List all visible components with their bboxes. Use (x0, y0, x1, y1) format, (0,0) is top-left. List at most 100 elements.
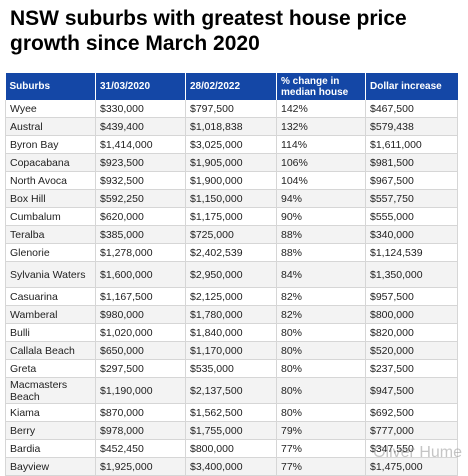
suburb-cell: Casuarina (6, 288, 96, 306)
dollar-increase-cell: $1,350,000 (366, 262, 458, 288)
table-header-row: Suburbs 31/03/2020 28/02/2022 % change i… (6, 73, 458, 100)
price-2022-cell: $1,150,000 (186, 190, 277, 208)
header-suburbs: Suburbs (6, 73, 96, 100)
suburb-cell: Wamberal (6, 306, 96, 324)
header-dollar-increase: Dollar increase (366, 73, 458, 100)
dollar-increase-cell: $579,438 (366, 118, 458, 136)
percent-change-cell: 132% (277, 118, 366, 136)
suburb-cell: Box Hill (6, 190, 96, 208)
dollar-increase-cell: $967,500 (366, 172, 458, 190)
header-date-2020: 31/03/2020 (96, 73, 186, 100)
price-2022-cell: $1,840,000 (186, 324, 277, 342)
percent-change-cell: 77% (277, 458, 366, 476)
price-2020-cell: $620,000 (96, 208, 186, 226)
price-2022-cell: $2,950,000 (186, 262, 277, 288)
price-2020-cell: $385,000 (96, 226, 186, 244)
page-title: NSW suburbs with greatest house price gr… (0, 0, 468, 56)
price-2020-cell: $452,450 (96, 440, 186, 458)
price-2022-cell: $1,780,000 (186, 306, 277, 324)
suburb-cell: North Avoca (6, 172, 96, 190)
percent-change-cell: 80% (277, 404, 366, 422)
suburb-cell: Macmasters Beach (6, 378, 96, 404)
price-2022-cell: $1,900,000 (186, 172, 277, 190)
price-2020-cell: $978,000 (96, 422, 186, 440)
suburb-cell: Berry (6, 422, 96, 440)
suburb-cell: Bayview (6, 458, 96, 476)
price-2022-cell: $3,400,000 (186, 458, 277, 476)
suburb-cell: Sylvania Waters (6, 262, 96, 288)
suburb-cell: Byron Bay (6, 136, 96, 154)
percent-change-cell: 80% (277, 360, 366, 378)
price-2022-cell: $800,000 (186, 440, 277, 458)
price-2020-cell: $1,278,000 (96, 244, 186, 262)
percent-change-cell: 82% (277, 306, 366, 324)
suburb-cell: Cumbalum (6, 208, 96, 226)
suburb-cell: Glenorie (6, 244, 96, 262)
price-2022-cell: $1,018,838 (186, 118, 277, 136)
price-2022-cell: $535,000 (186, 360, 277, 378)
price-2022-cell: $2,137,500 (186, 378, 277, 404)
dollar-increase-cell: $957,500 (366, 288, 458, 306)
suburb-cell: Wyee (6, 100, 96, 118)
suburb-cell: Bulli (6, 324, 96, 342)
dollar-increase-cell: $777,000 (366, 422, 458, 440)
watermark: Oliver Hume (373, 444, 462, 462)
price-2020-cell: $1,190,000 (96, 378, 186, 404)
percent-change-cell: 80% (277, 324, 366, 342)
price-2020-cell: $439,400 (96, 118, 186, 136)
price-2022-cell: $1,175,000 (186, 208, 277, 226)
dollar-increase-cell: $1,611,000 (366, 136, 458, 154)
header-percent-change: % change in median house (277, 73, 366, 100)
suburb-cell: Callala Beach (6, 342, 96, 360)
dollar-increase-cell: $820,000 (366, 324, 458, 342)
dollar-increase-cell: $557,750 (366, 190, 458, 208)
percent-change-cell: 84% (277, 262, 366, 288)
suburb-cell: Teralba (6, 226, 96, 244)
dollar-increase-cell: $692,500 (366, 404, 458, 422)
price-2022-cell: $2,402,539 (186, 244, 277, 262)
percent-change-cell: 114% (277, 136, 366, 154)
dollar-increase-cell: $1,124,539 (366, 244, 458, 262)
price-2020-cell: $330,000 (96, 100, 186, 118)
price-2022-cell: $725,000 (186, 226, 277, 244)
dollar-increase-cell: $555,000 (366, 208, 458, 226)
price-2022-cell: $797,500 (186, 100, 277, 118)
price-2020-cell: $650,000 (96, 342, 186, 360)
price-2020-cell: $1,414,000 (96, 136, 186, 154)
dollar-increase-cell: $467,500 (366, 100, 458, 118)
percent-change-cell: 80% (277, 342, 366, 360)
price-2022-cell: $1,905,000 (186, 154, 277, 172)
percent-change-cell: 94% (277, 190, 366, 208)
percent-change-cell: 80% (277, 378, 366, 404)
percent-change-cell: 77% (277, 440, 366, 458)
price-2020-cell: $923,500 (96, 154, 186, 172)
dollar-increase-cell: $340,000 (366, 226, 458, 244)
price-2020-cell: $1,020,000 (96, 324, 186, 342)
price-2020-cell: $932,500 (96, 172, 186, 190)
percent-change-cell: 142% (277, 100, 366, 118)
percent-change-cell: 90% (277, 208, 366, 226)
price-2022-cell: $1,562,500 (186, 404, 277, 422)
price-2020-cell: $1,925,000 (96, 458, 186, 476)
suburb-cell: Austral (6, 118, 96, 136)
dollar-increase-cell: $237,500 (366, 360, 458, 378)
percent-change-cell: 104% (277, 172, 366, 190)
price-2020-cell: $1,600,000 (96, 262, 186, 288)
price-2022-cell: $1,755,000 (186, 422, 277, 440)
